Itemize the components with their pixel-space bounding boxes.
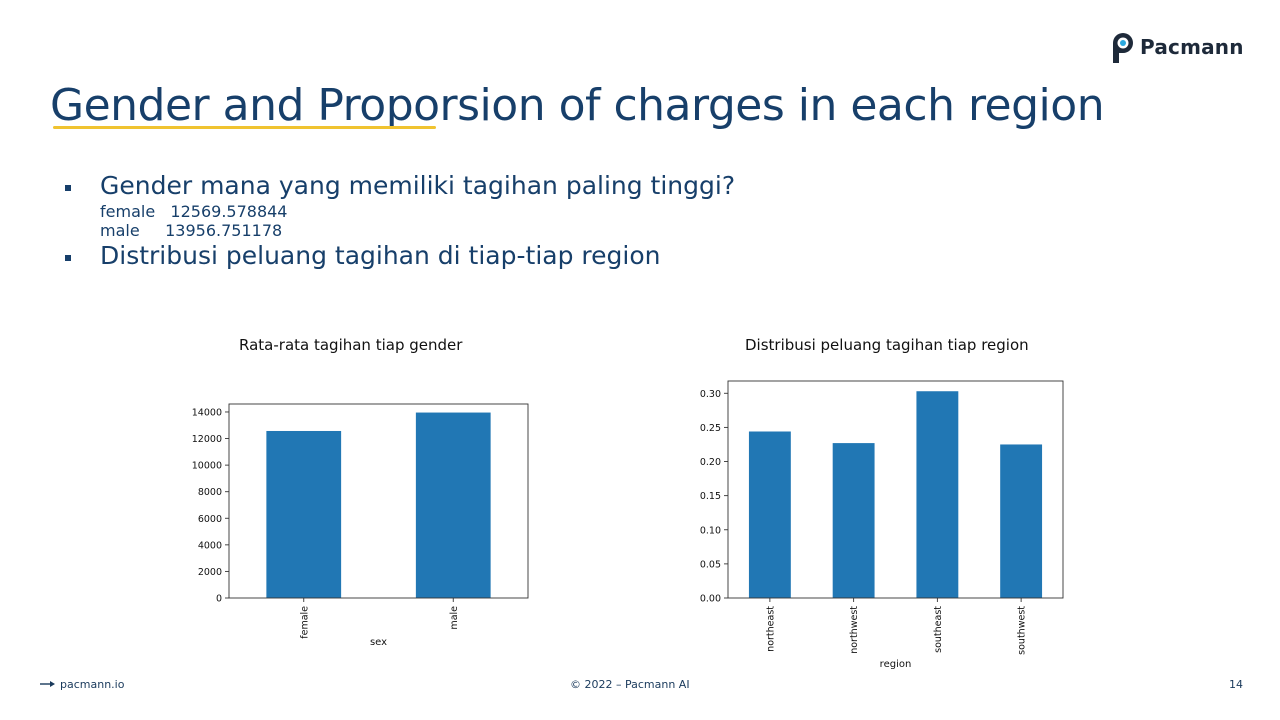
footer-site[interactable]: pacmann.io <box>40 678 124 691</box>
x-tick-label-southwest: southwest <box>1017 606 1028 655</box>
x-tick-label-southeast: southeast <box>933 606 944 653</box>
y-tick-label-gender: 4000 <box>198 540 222 551</box>
bar-northwest <box>832 443 875 598</box>
y-tick-label-region: 0.00 <box>700 594 721 605</box>
bullet-list: Gender mana yang memiliki tagihan paling… <box>62 170 735 272</box>
y-tick-label-region: 0.30 <box>700 389 721 400</box>
pacmann-logo-icon <box>1113 33 1133 63</box>
bullet-sub-female: female 12569.578844 <box>100 202 288 221</box>
bar-southwest <box>1000 444 1043 598</box>
y-tick-label-region: 0.20 <box>700 457 721 468</box>
x-tick-label-northwest: northwest <box>849 606 860 654</box>
y-tick-label-gender: 8000 <box>198 487 222 498</box>
x-tick-label-female: female <box>299 606 310 639</box>
bar-southeast <box>916 391 959 598</box>
bullet-item-region: Distribusi peluang tagihan di tiap-tiap … <box>62 240 735 272</box>
chart-title-region: Distribusi peluang tagihan tiap region <box>745 336 1029 354</box>
bar-northeast <box>748 431 791 598</box>
page-number: 14 <box>1229 678 1243 691</box>
x-tick-label-male: male <box>449 606 460 630</box>
x-axis-label-gender: sex <box>370 637 387 648</box>
y-tick-label-gender: 0 <box>216 594 222 605</box>
y-tick-label-gender: 10000 <box>192 461 222 472</box>
bar-female <box>266 430 342 598</box>
brand-logo: Pacmann <box>1110 30 1244 64</box>
brand-name: Pacmann <box>1140 35 1244 59</box>
y-tick-label-region: 0.05 <box>700 559 721 570</box>
plot-frame-gender <box>228 403 529 599</box>
y-tick-label-gender: 6000 <box>198 514 222 525</box>
x-tick-label-northeast: northeast <box>765 606 776 652</box>
title-underline <box>53 126 436 129</box>
y-tick-label-gender: 2000 <box>198 567 222 578</box>
footer-site-label[interactable]: pacmann.io <box>60 678 125 691</box>
arrow-right-icon <box>40 678 56 691</box>
y-tick-label-gender: 12000 <box>192 434 222 445</box>
bullet-sub-male: male 13956.751178 <box>100 221 283 240</box>
plot-frame-region <box>727 380 1064 599</box>
page-title: Gender and Proporsion of charges in each… <box>50 80 1105 131</box>
chart-title-gender: Rata-rata tagihan tiap gender <box>239 336 463 354</box>
y-tick-label-region: 0.15 <box>700 491 721 502</box>
y-tick-label-region: 0.10 <box>700 525 721 536</box>
y-tick-label-gender: 14000 <box>192 407 222 418</box>
bullet-item-gender: Gender mana yang memiliki tagihan paling… <box>62 170 735 202</box>
footer-copyright: © 2022 – Pacmann AI <box>570 678 690 691</box>
x-axis-label-region: region <box>880 659 912 670</box>
y-tick-label-region: 0.25 <box>700 423 721 434</box>
bar-male <box>415 412 491 598</box>
